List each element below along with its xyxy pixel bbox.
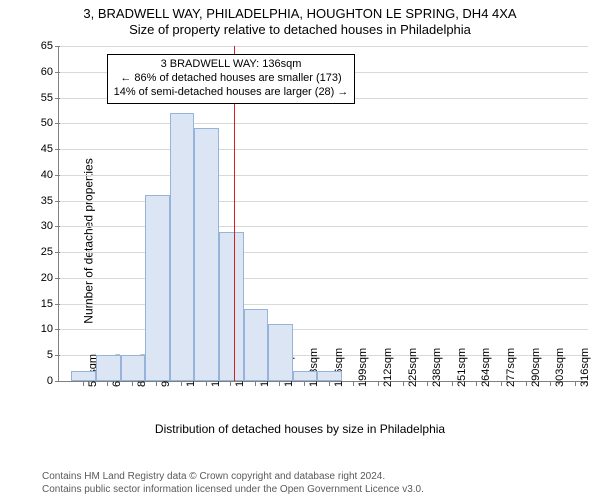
title-line-1: 3, BRADWELL WAY, PHILADELPHIA, HOUGHTON … (0, 6, 600, 22)
x-tick-mark (476, 381, 477, 386)
x-axis-label: Distribution of detached houses by size … (0, 422, 600, 436)
plot-wrap: Number of detached properties 0510152025… (0, 42, 600, 440)
gridline-h (59, 329, 588, 330)
histogram-bar (96, 355, 121, 381)
y-tick-label: 30 (41, 220, 59, 232)
y-tick-label: 0 (47, 375, 59, 387)
gridline-h (59, 226, 588, 227)
y-tick-label: 15 (41, 298, 59, 310)
histogram-bar (170, 113, 195, 381)
annotation-line: 3 BRADWELL WAY: 136sqm (114, 58, 349, 72)
x-tick-label: 264sqm (480, 348, 492, 387)
x-tick-mark (452, 381, 453, 386)
x-tick-mark (427, 381, 428, 386)
histogram-bar (317, 371, 342, 381)
y-tick-label: 50 (41, 117, 59, 129)
x-tick-mark (526, 381, 527, 386)
footer-line-1: Contains HM Land Registry data © Crown c… (42, 471, 600, 484)
x-tick-mark (132, 381, 133, 386)
x-tick-label: 225sqm (407, 348, 419, 387)
x-tick-mark (107, 381, 108, 386)
histogram-bar (219, 232, 244, 381)
x-tick-mark (83, 381, 84, 386)
x-tick-mark (378, 381, 379, 386)
x-tick-mark (255, 381, 256, 386)
gridline-h (59, 46, 588, 47)
attribution-footer: Contains HM Land Registry data © Crown c… (0, 471, 600, 496)
gridline-h (59, 175, 588, 176)
x-tick-mark (181, 381, 182, 386)
histogram-bar (268, 324, 293, 381)
gridline-h (59, 252, 588, 253)
histogram-bar (244, 309, 269, 381)
histogram-bar (145, 195, 170, 381)
title-line-2: Size of property relative to detached ho… (0, 22, 600, 38)
chart-titles: 3, BRADWELL WAY, PHILADELPHIA, HOUGHTON … (0, 0, 600, 39)
x-tick-label: 212sqm (382, 348, 394, 387)
x-tick-label: 303sqm (554, 348, 566, 387)
x-tick-mark (329, 381, 330, 386)
x-tick-mark (230, 381, 231, 386)
y-tick-label: 65 (41, 40, 59, 52)
gridline-h (59, 123, 588, 124)
gridline-h (59, 149, 588, 150)
x-tick-mark (501, 381, 502, 386)
x-tick-label: 251sqm (456, 348, 468, 387)
x-tick-mark (279, 381, 280, 386)
annotation-inset: 3 BRADWELL WAY: 136sqm← 86% of detached … (107, 54, 356, 103)
x-tick-label: 277sqm (505, 348, 517, 387)
y-tick-label: 35 (41, 195, 59, 207)
y-tick-label: 20 (41, 272, 59, 284)
gridline-h (59, 201, 588, 202)
x-tick-label: 173sqm (308, 348, 320, 387)
histogram-bar (121, 355, 146, 381)
x-tick-mark (403, 381, 404, 386)
gridline-h (59, 278, 588, 279)
y-tick-label: 55 (41, 92, 59, 104)
x-tick-mark (550, 381, 551, 386)
x-tick-mark (575, 381, 576, 386)
x-tick-label: 316sqm (579, 348, 591, 387)
x-tick-mark (156, 381, 157, 386)
y-tick-label: 5 (47, 349, 59, 361)
y-tick-label: 10 (41, 323, 59, 335)
gridline-h (59, 304, 588, 305)
y-tick-label: 45 (41, 143, 59, 155)
plot-area: 0510152025303540455055606556sqm69sqm82sq… (58, 46, 588, 382)
histogram-bar (194, 128, 219, 381)
x-tick-label: 199sqm (357, 348, 369, 387)
y-tick-label: 25 (41, 246, 59, 258)
annotation-line: 14% of semi-detached houses are larger (… (114, 86, 349, 100)
y-tick-label: 40 (41, 169, 59, 181)
x-tick-mark (206, 381, 207, 386)
histogram-bar (293, 371, 318, 381)
annotation-line: ← 86% of detached houses are smaller (17… (114, 72, 349, 86)
x-tick-mark (353, 381, 354, 386)
y-tick-label: 60 (41, 66, 59, 78)
footer-line-2: Contains public sector information licen… (42, 484, 600, 497)
x-tick-mark (304, 381, 305, 386)
x-tick-label: 238sqm (431, 348, 443, 387)
histogram-bar (71, 371, 96, 381)
x-tick-label: 290sqm (530, 348, 542, 387)
x-tick-label: 186sqm (333, 348, 345, 387)
